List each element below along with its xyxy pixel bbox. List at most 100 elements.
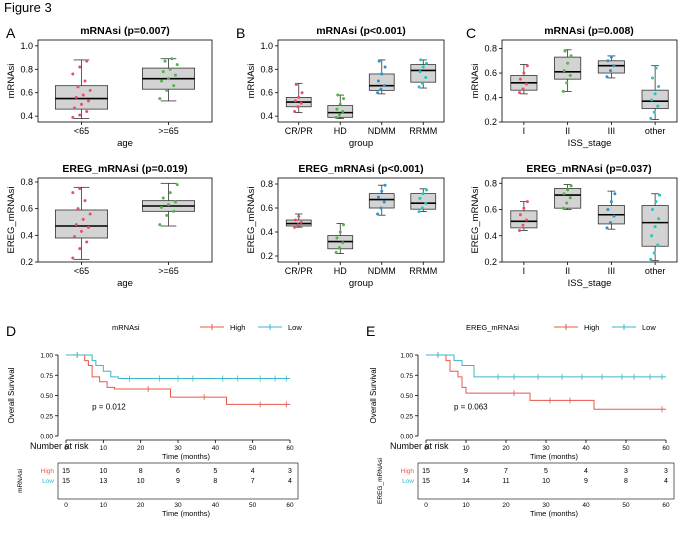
b-top-point [376,79,380,83]
b-top-point [421,65,425,69]
b-bottom-point [337,246,341,250]
e-km-risk-ylabel: EREG_mRNAsi [377,458,384,504]
b-top-xtick-label: NDMM [368,126,396,136]
e-km-risk-value: 10 [542,478,550,485]
b-top-xlabel: group [349,138,373,149]
e-km-risk-time: 10 [462,502,470,509]
a-top-point [175,63,179,67]
b-top-title: mRNAsi (p<0.001) [316,25,406,37]
e-km-xlabel: Time (months) [530,452,579,461]
c-top-ytick-label: 0.6 [484,68,497,78]
c-bottom-xtick-label: II [565,266,570,276]
b-bottom-point [380,189,384,193]
b-top-point [382,84,386,88]
d-km-ytick-label: 0.25 [40,413,53,420]
d-km-risk-value: 10 [99,468,107,475]
c-top-point [650,98,654,102]
c-bottom-xlabel: ISS_stage [568,278,612,289]
c-bottom-point [568,196,572,200]
c-top-point [563,49,567,53]
b-bottom-point [338,230,342,234]
d-km-curve-low [66,354,290,379]
c-bottom-ytick-label: 0.6 [484,205,497,215]
a-bottom-point [175,183,179,187]
a-top-xlabel: age [117,138,133,149]
b-bottom-point [376,195,380,199]
c-bottom-point [525,218,528,222]
a-top-point [88,88,92,92]
d-km-xtick-label: 20 [137,445,145,452]
c-top-ytick-label: 0.4 [484,93,497,103]
c-top-title: mRNAsi (p=0.008) [544,25,634,37]
c-top-point [653,92,657,96]
a-top-point [86,99,90,103]
b-top-point [342,97,346,101]
b-bottom-point [417,210,421,214]
b-top-point [337,113,341,117]
e-km-legend-label: High [584,323,599,332]
e-km-xtick-label: 50 [622,445,630,452]
d-km-risk-value: 4 [288,478,292,485]
e-km-risk-time: 50 [622,502,630,509]
d-km-risk-xlabel: Time (months) [162,509,211,518]
b-top-point [417,85,421,89]
e-km-risk-value: 15 [422,478,430,485]
b-top-point [297,95,301,99]
c-top-point [525,82,528,86]
a-bottom-point [88,212,92,216]
b-bottom-ytick-label: 0.4 [260,227,273,237]
e-km-risk-value: 4 [584,468,588,475]
b-bottom-ytick-label: 0.8 [260,179,273,189]
a-bottom-xlabel: age [117,278,133,289]
e-km-risk-frame [417,462,675,500]
d-km-legend-title: mRNAsi [112,323,140,332]
a-top-point [160,79,164,83]
a-top-ytick-label: 1.0 [20,41,33,51]
a-top-point [71,72,75,76]
e-km-xtick-label: 30 [542,445,550,452]
a-top-point [167,77,170,81]
d-km-risk-value: 5 [213,468,217,475]
c-bottom-point [522,206,526,210]
e-km-risk-row-label: High [401,468,415,475]
c-top-xtick-label: II [565,126,570,136]
c-top-point [612,64,616,68]
c-bottom-point [565,201,569,205]
d-km-xtick-label: 50 [249,445,257,452]
c-top-ylabel: mRNAsi [470,64,481,99]
d-km-risk-time: 60 [286,502,294,509]
b-top-point [334,115,338,119]
c-bottom-point [562,192,566,196]
d-km-ytick-label: 0.00 [40,434,53,441]
b-top-point [300,91,304,95]
c-top-point [652,110,656,114]
c-top-point [525,64,529,68]
a-top-point [83,79,87,83]
c-top-point [651,76,654,80]
a-top-point [78,65,82,69]
b-top-point [299,101,303,105]
b-bottom-point [334,250,338,254]
a-top-point [170,57,174,61]
a-bottom-point [78,247,82,251]
a-top-point [80,102,83,106]
a-bottom-point [71,256,75,260]
b-bottom-point [418,196,422,200]
plots-layer: mRNAsi (p=0.007) 0.4 0.6 0.8 1.0 mRNAsi age <65… [6,25,678,518]
c-bottom-point [521,223,525,227]
d-km-risk-value: 4 [251,468,255,475]
e-km-ytick-label: 0.50 [400,393,413,400]
e-km-curve-low [426,354,666,378]
b-bottom-xtick-label: HD [334,266,347,276]
b-top-ytick-label: 0.4 [260,111,273,121]
c-top-point [654,66,658,70]
a-top-ytick-label: 0.4 [20,111,33,121]
b-top-point [383,65,387,69]
e-km-ytick-label: 0.25 [400,413,413,420]
b-top-point [425,61,429,65]
d-km-legend-label: High [230,323,245,332]
a-bottom-point [78,187,82,191]
a-bottom-ytick-label: 0.6 [20,204,33,214]
c-top-ytick-label: 0.2 [484,117,497,127]
